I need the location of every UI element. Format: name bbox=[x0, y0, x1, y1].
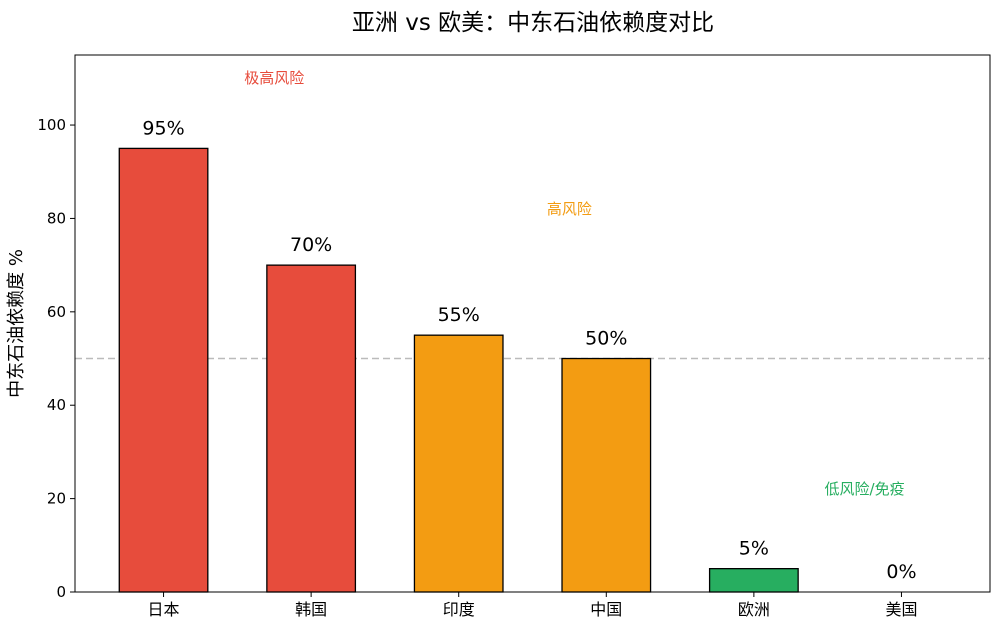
bar-value-label: 70% bbox=[290, 234, 332, 256]
chart-title: 亚洲 vs 欧美：中东石油依赖度对比 bbox=[352, 10, 714, 36]
x-tick-label: 欧洲 bbox=[738, 600, 770, 619]
bar bbox=[561, 357, 652, 593]
y-tick-label: 20 bbox=[47, 490, 66, 508]
bar bbox=[266, 264, 357, 593]
bar-value-label: 0% bbox=[886, 561, 916, 583]
y-tick-label: 60 bbox=[47, 303, 66, 321]
plot-area: 95% 日本 70% 韩国 55% 印度 50% 中国 5% 欧洲 0% 美国 0 20 40 60 80 100… bbox=[37, 54, 991, 619]
risk-annotation: 极高风险 bbox=[244, 69, 304, 87]
y-tick-label: 80 bbox=[47, 209, 66, 227]
risk-annotation: 高风险 bbox=[547, 200, 592, 218]
y-tick-label: 100 bbox=[37, 116, 66, 134]
risk-annotation: 低风险/免疫 bbox=[825, 480, 905, 498]
x-tick-label: 印度 bbox=[443, 600, 475, 619]
y-tick-label: 40 bbox=[47, 396, 66, 414]
bar-value-label: 5% bbox=[739, 538, 769, 560]
y-tick-label: 0 bbox=[56, 583, 66, 601]
y-axis-label: 中东石油依赖度 % bbox=[6, 249, 27, 398]
bar-value-label: 50% bbox=[585, 328, 627, 350]
bar-value-label: 55% bbox=[438, 304, 480, 326]
x-tick-label: 日本 bbox=[148, 600, 180, 619]
plot-frame bbox=[74, 54, 991, 593]
bar-value-label: 95% bbox=[142, 117, 184, 139]
x-tick-label: 中国 bbox=[590, 600, 622, 619]
bar bbox=[708, 568, 799, 593]
x-tick-label: 韩国 bbox=[295, 600, 327, 619]
bar bbox=[118, 147, 209, 593]
bar bbox=[413, 334, 504, 593]
x-tick-label: 美国 bbox=[885, 600, 917, 619]
